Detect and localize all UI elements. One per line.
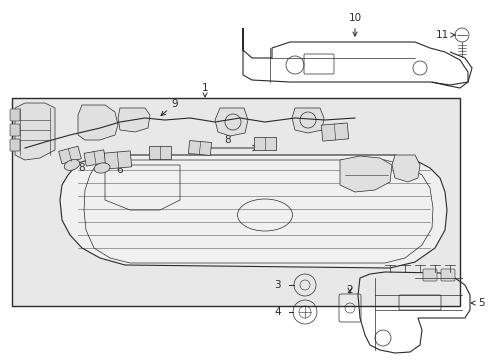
Polygon shape — [118, 108, 150, 132]
FancyBboxPatch shape — [10, 139, 20, 151]
Text: 1: 1 — [201, 83, 208, 97]
Text: 6: 6 — [117, 162, 123, 175]
Polygon shape — [291, 108, 324, 133]
Polygon shape — [59, 146, 81, 164]
Text: 10: 10 — [348, 13, 361, 36]
Text: 7: 7 — [332, 123, 344, 133]
Ellipse shape — [64, 159, 80, 170]
Polygon shape — [339, 156, 391, 192]
Polygon shape — [188, 140, 211, 156]
Text: 9: 9 — [161, 99, 178, 116]
Polygon shape — [253, 136, 275, 149]
Polygon shape — [84, 150, 106, 166]
Text: 8: 8 — [224, 135, 231, 145]
Polygon shape — [149, 145, 171, 158]
Polygon shape — [321, 123, 348, 141]
Text: 3: 3 — [274, 280, 281, 290]
Text: 4: 4 — [274, 307, 281, 317]
Polygon shape — [391, 155, 419, 182]
Polygon shape — [60, 155, 446, 268]
Text: 8: 8 — [73, 163, 85, 173]
Polygon shape — [104, 151, 131, 169]
Text: 5: 5 — [470, 298, 484, 308]
FancyBboxPatch shape — [12, 98, 459, 306]
FancyBboxPatch shape — [440, 269, 454, 281]
Polygon shape — [15, 103, 55, 160]
FancyBboxPatch shape — [422, 269, 436, 281]
Text: 11: 11 — [435, 30, 454, 40]
Polygon shape — [78, 105, 118, 140]
FancyBboxPatch shape — [10, 109, 20, 121]
Ellipse shape — [94, 163, 110, 173]
Text: 2: 2 — [346, 285, 353, 295]
Polygon shape — [215, 108, 247, 136]
FancyBboxPatch shape — [10, 124, 20, 136]
